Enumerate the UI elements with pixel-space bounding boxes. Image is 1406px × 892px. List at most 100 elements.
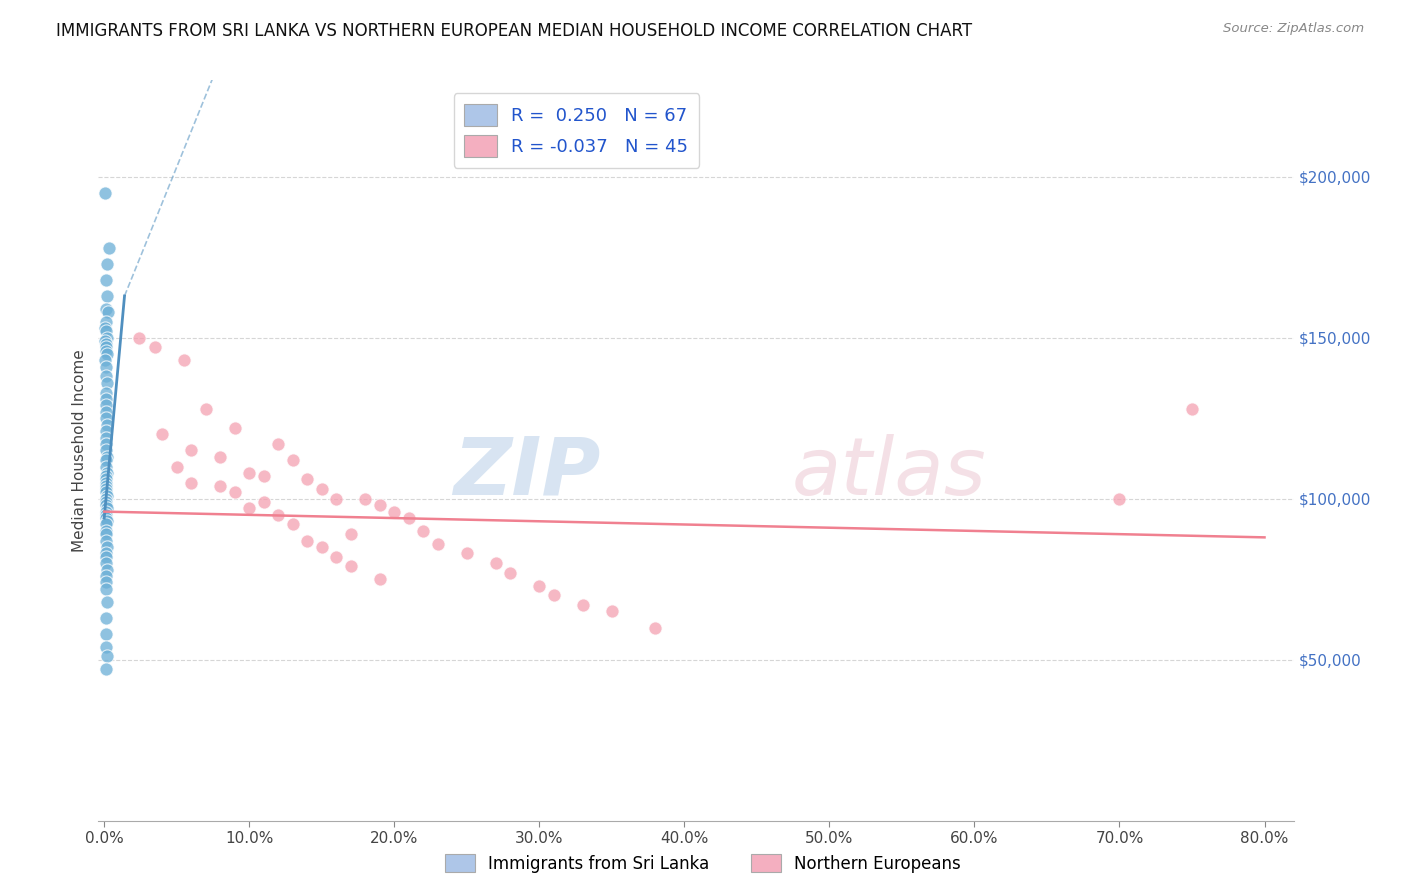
Point [572,598,595,612]
Point [94,524,117,538]
Point [96,514,118,528]
Point [94,424,117,438]
Point [238,466,260,480]
Point [1181,401,1204,416]
Point [94,385,117,400]
Point [94,472,117,486]
Point [96,575,118,590]
Point [96,527,118,541]
Point [281,453,304,467]
Point [96,563,118,577]
Point [96,501,118,516]
Point [382,505,405,519]
Point [224,421,246,435]
Point [166,459,188,474]
Point [339,559,361,574]
Point [94,443,117,458]
Point [180,475,202,490]
Point [426,537,449,551]
Point [456,546,478,560]
Point [97,241,120,255]
Point [94,459,117,474]
Point [94,359,117,374]
Point [412,524,434,538]
Point [194,401,217,416]
Point [311,540,333,554]
Point [97,305,120,319]
Point [96,257,118,271]
Point [96,347,118,361]
Point [96,466,118,480]
Point [94,479,117,493]
Point [325,491,347,506]
Point [94,321,117,335]
Point [96,337,118,351]
Point [94,315,117,329]
Point [354,491,377,506]
Point [180,443,202,458]
Point [94,398,117,412]
Point [96,376,118,390]
Point [96,453,118,467]
Point [209,479,232,493]
Point [398,511,420,525]
Point [96,649,118,664]
Point [339,527,361,541]
Point [96,595,118,609]
Point [325,549,347,564]
Point [96,627,118,641]
Point [96,482,118,496]
Point [94,640,117,654]
Point [94,505,117,519]
Point [297,472,319,486]
Point [96,495,118,509]
Point [96,508,118,522]
Point [94,611,117,625]
Point [128,331,150,345]
Point [96,489,118,503]
Legend: R =  0.250   N = 67, R = -0.037   N = 45: R = 0.250 N = 67, R = -0.037 N = 45 [454,93,699,168]
Point [253,469,276,483]
Point [96,392,118,406]
Point [267,437,290,451]
Point [224,485,246,500]
Point [96,331,118,345]
Text: ZIP: ZIP [453,434,600,512]
Point [96,437,118,451]
Point [644,620,666,634]
Point [209,450,232,464]
Text: atlas: atlas [792,434,987,512]
Point [311,482,333,496]
Point [94,411,117,425]
Point [94,469,117,483]
Point [94,556,117,570]
Point [529,579,551,593]
Point [94,301,117,316]
Point [94,582,117,596]
Point [253,495,276,509]
Point [94,431,117,445]
Point [499,566,522,580]
Point [1108,491,1130,506]
Point [94,517,117,532]
Point [94,498,117,512]
Point [94,533,117,548]
Point [267,508,290,522]
Point [600,604,623,618]
Text: Source: ZipAtlas.com: Source: ZipAtlas.com [1223,22,1364,36]
Point [94,186,117,200]
Point [96,289,118,303]
Point [150,427,173,442]
Point [297,533,319,548]
Point [94,491,117,506]
Point [238,501,260,516]
Point [94,511,117,525]
Point [96,549,118,564]
Point [96,417,118,432]
Point [96,475,118,490]
Point [96,540,118,554]
Point [96,369,118,384]
Point [368,572,391,586]
Point [94,546,117,560]
Point [143,341,166,355]
